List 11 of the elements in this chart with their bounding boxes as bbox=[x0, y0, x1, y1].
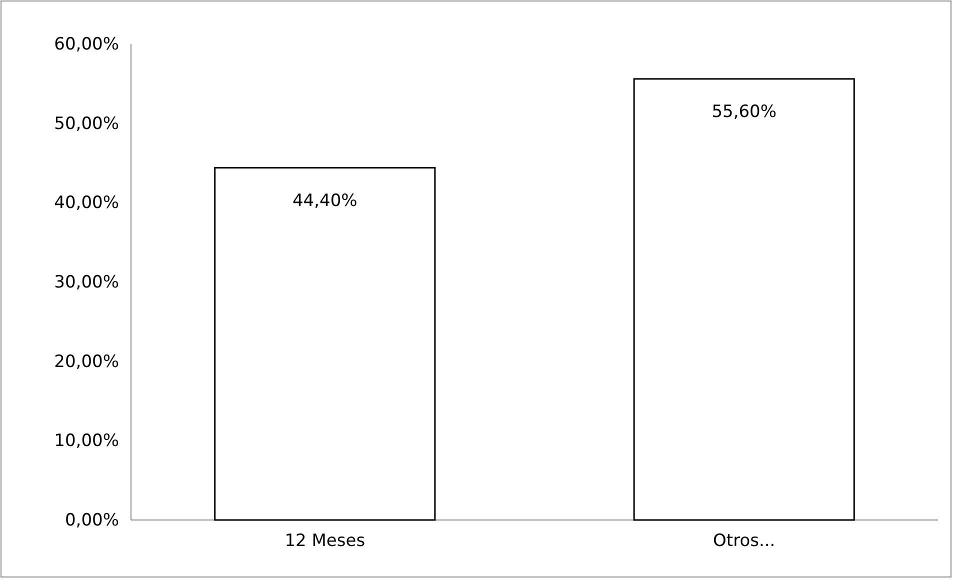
data-label: 44,40% bbox=[292, 190, 358, 211]
y-tick-label: 30,00% bbox=[54, 272, 119, 292]
y-tick-label: 40,00% bbox=[54, 193, 119, 214]
y-tick-label: 0,00% bbox=[64, 510, 119, 530]
y-tick-label: 20,00% bbox=[54, 352, 119, 372]
data-label: 55,60% bbox=[712, 102, 777, 122]
y-tick-label: 10,00% bbox=[54, 431, 119, 452]
x-tick-label: Otros... bbox=[713, 531, 776, 552]
y-tick-label: 50,00% bbox=[54, 114, 119, 134]
x-tick-label: 12 Meses bbox=[284, 531, 366, 552]
y-tick-label: 60,00% bbox=[54, 34, 119, 54]
